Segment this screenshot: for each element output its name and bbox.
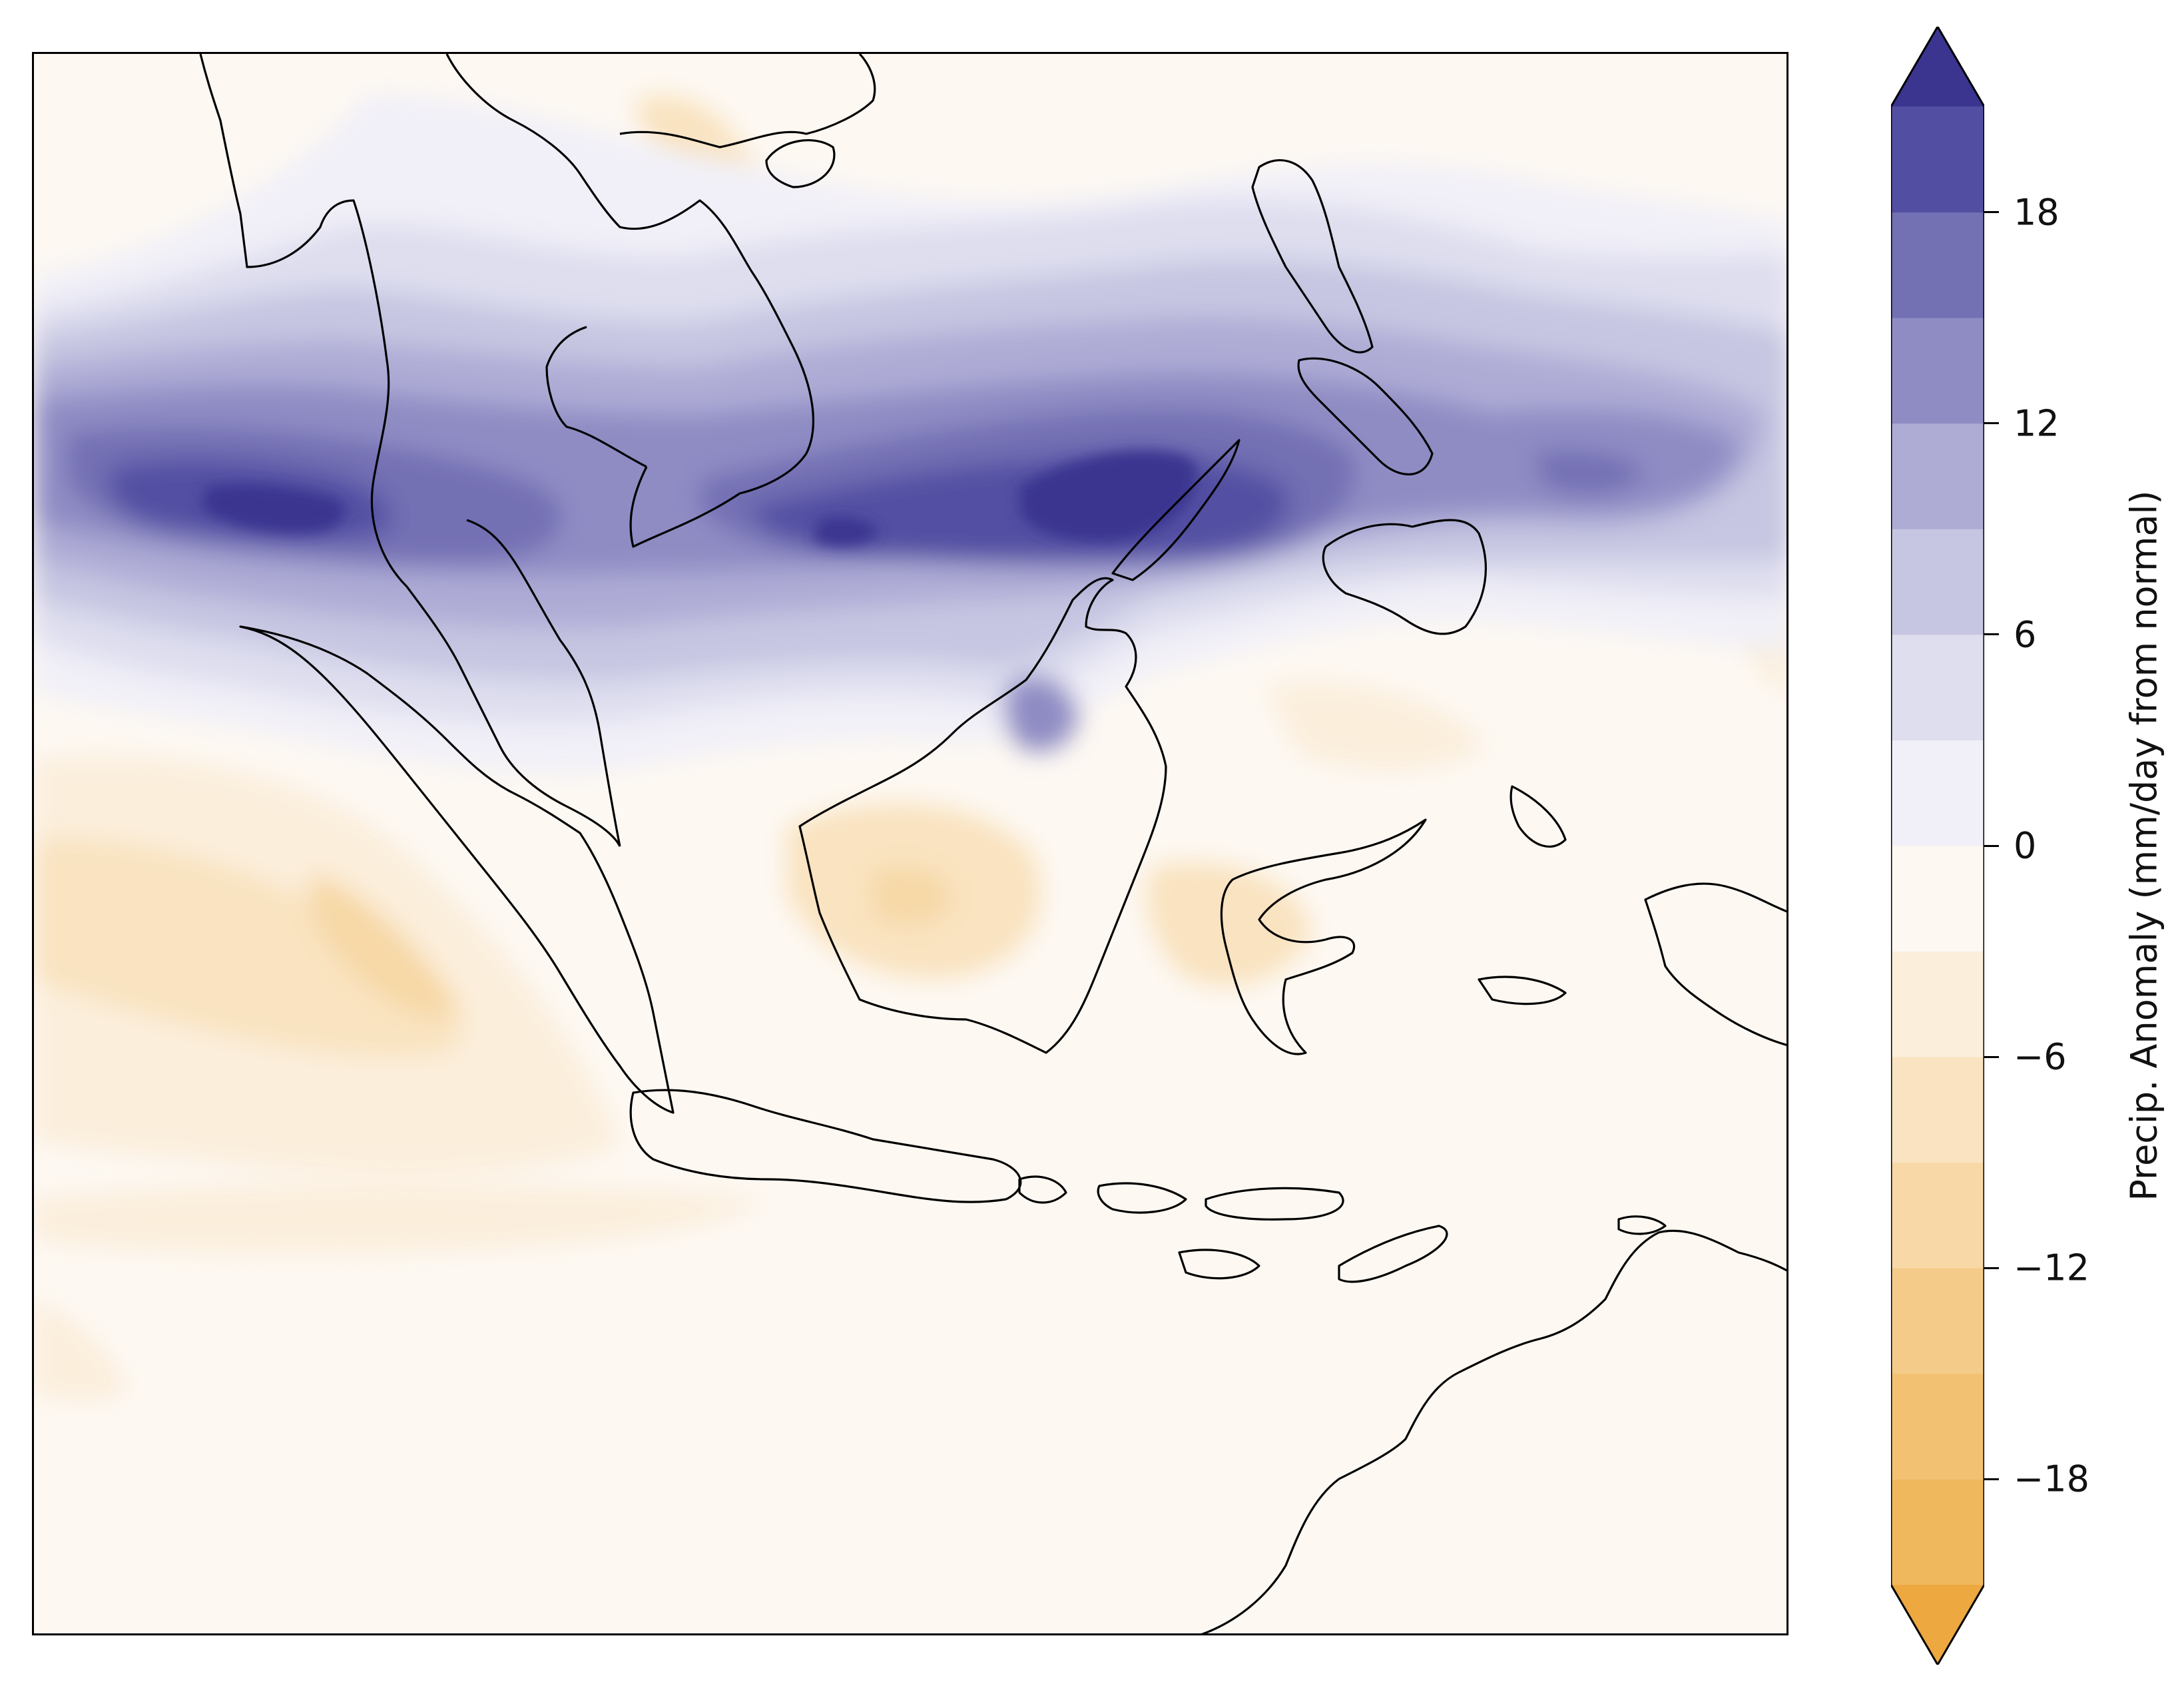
colorbar-tick-label: 18 bbox=[2014, 191, 2059, 234]
dry-region-sumatra-coast bbox=[309, 873, 460, 1017]
coast-flores bbox=[1205, 1187, 1344, 1221]
wet-anomaly-cores bbox=[200, 450, 1197, 546]
colorbar-segment bbox=[1891, 423, 1984, 529]
dry-region-indian-ocean-core bbox=[34, 838, 463, 1057]
colorbar-segment bbox=[1891, 740, 1984, 846]
colorbar-segment bbox=[1891, 1057, 1984, 1163]
coast-java bbox=[629, 1089, 1022, 1203]
coast-vietnam bbox=[445, 54, 815, 548]
colorbar-title: Precip. Anomaly (mm/day from normal) bbox=[2123, 490, 2165, 1201]
colorbar-segment bbox=[1891, 951, 1984, 1057]
colorbar-tick-mark bbox=[1984, 1478, 1999, 1480]
coast-sumba bbox=[1178, 1249, 1260, 1280]
coast-mindanao bbox=[1322, 519, 1487, 635]
colorbar-tick-mark bbox=[1984, 844, 1999, 847]
colorbar-tick-label: −6 bbox=[2014, 1035, 2067, 1078]
wet-core-philippines-west bbox=[1019, 450, 1197, 542]
map-panel bbox=[32, 52, 1788, 1635]
coast-gulf-thailand bbox=[545, 326, 647, 468]
colorbar-segment bbox=[1891, 1479, 1984, 1585]
dry-region-north-sulawesi-sea bbox=[1266, 683, 1486, 770]
coast-myanmar-malay bbox=[199, 54, 621, 847]
colorbar-tick-label: 12 bbox=[2014, 402, 2059, 445]
colorbar-segment bbox=[1891, 212, 1984, 318]
colorbar-tick-label: −18 bbox=[2014, 1458, 2089, 1500]
colorbar-tick-label: −12 bbox=[2014, 1247, 2089, 1289]
colorbar-tick-label: 0 bbox=[2014, 824, 2037, 867]
colorbar-segment bbox=[1891, 1373, 1984, 1480]
coast-sulawesi bbox=[1220, 818, 1427, 1055]
colorbar-extend-max bbox=[1891, 27, 1984, 107]
colorbar-tick-label: 6 bbox=[2014, 613, 2037, 656]
coast-sumatra bbox=[239, 625, 675, 1114]
colorbar-tick-mark bbox=[1984, 633, 1999, 636]
coast-china-south bbox=[619, 54, 876, 148]
colorbar-tick-mark bbox=[1984, 1055, 1999, 1058]
wet-core-andaman bbox=[200, 484, 345, 533]
wet-core-south-china-sea bbox=[813, 517, 880, 546]
colorbar bbox=[1891, 27, 1984, 1665]
colorbar-segment bbox=[1891, 107, 1984, 213]
dry-region-borneo-core bbox=[873, 868, 953, 925]
coast-australia bbox=[1201, 1229, 1786, 1633]
colorbar-segment bbox=[1891, 846, 1984, 952]
coast-palawan bbox=[1111, 439, 1240, 581]
colorbar-segment bbox=[1891, 318, 1984, 424]
colorbar-tick-mark bbox=[1984, 422, 1999, 425]
coast-malay-east bbox=[466, 519, 621, 847]
coast-australia-islands bbox=[1617, 1215, 1667, 1235]
coast-halmahera bbox=[1509, 785, 1567, 848]
coast-borneo bbox=[798, 577, 1167, 1054]
colorbar-segments bbox=[1891, 27, 1984, 1665]
coast-visayas bbox=[1297, 357, 1434, 475]
colorbar-extend-min bbox=[1891, 1585, 1984, 1665]
colorbar-segment bbox=[1891, 634, 1984, 740]
dry-region-west-edge bbox=[34, 1299, 127, 1400]
coast-seram bbox=[1478, 976, 1567, 1005]
dry-region-java-south bbox=[34, 1184, 766, 1253]
colorbar-tick-mark bbox=[1984, 211, 1999, 214]
colorbar-segment bbox=[1891, 529, 1984, 635]
colorbar-segment bbox=[1891, 1268, 1984, 1374]
colorbar-tick-mark bbox=[1984, 1267, 1999, 1269]
wet-level-7c bbox=[1532, 451, 1645, 494]
dry-region-sulawesi bbox=[1146, 862, 1312, 986]
coast-luzon bbox=[1251, 159, 1374, 354]
coast-hainan bbox=[765, 139, 836, 188]
wet-level-6d bbox=[1003, 675, 1079, 752]
coastlines bbox=[199, 54, 1786, 1633]
coast-sumbawa bbox=[1097, 1182, 1187, 1214]
precipitation-anomaly-map bbox=[34, 54, 1786, 1633]
coast-new-guinea bbox=[1644, 882, 1786, 1046]
coast-bali-lombok bbox=[1018, 1175, 1067, 1204]
colorbar-segment bbox=[1891, 1162, 1984, 1268]
coast-timor bbox=[1338, 1225, 1448, 1283]
